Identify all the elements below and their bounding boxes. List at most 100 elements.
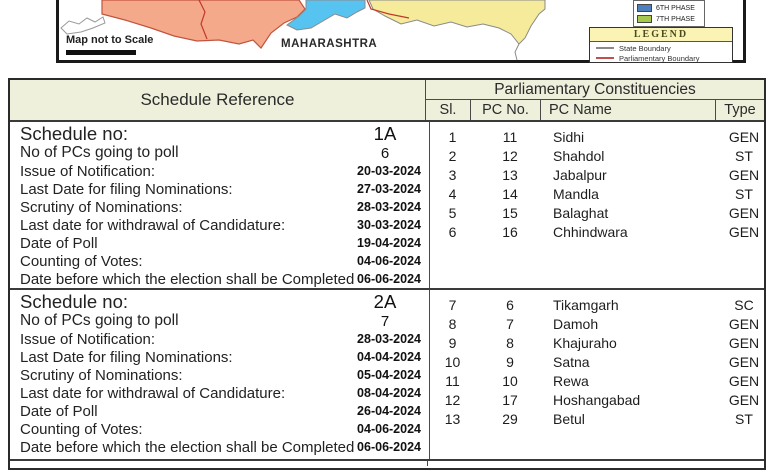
schedule-row-label: No of PCs going to poll: [20, 312, 179, 329]
map-legend-title: LEGEND: [590, 28, 732, 42]
schedule-row-label: Date before which the election shall be …: [20, 438, 355, 456]
map-region-blue: [286, 0, 366, 31]
legend-row: Parliamentary Boundary: [596, 53, 726, 63]
constituency-sl: 3: [448, 166, 457, 183]
schedule-row-value: 2A: [373, 291, 397, 312]
constituency-sl: 13: [444, 410, 461, 427]
schedule-row: Last date for withdrawal of Candidature:…: [10, 216, 429, 234]
phase-key-row: 6TH PHASE: [637, 4, 701, 13]
legend-line-swatch: [596, 57, 614, 59]
schedule-row: Issue of Notification: 20-03-2024: [10, 162, 429, 180]
schedule-row-value: 08-04-2024: [357, 386, 421, 400]
legend-label: State Boundary: [619, 43, 671, 53]
constituencies-header-group: Parliamentary Constituencies Sl. PC No. …: [426, 80, 764, 120]
schedule-row-value: 04-06-2024: [357, 422, 421, 436]
constituency-type: GEN: [728, 334, 760, 351]
constituency-pc-no: 16: [502, 223, 518, 240]
constituency-list-1a: 1 11 Sidhi GEN 2 12 Shahdol ST 3 13 Jaba…: [430, 122, 768, 288]
constituency-pc-no: 12: [502, 147, 518, 164]
constituency-type: GEN: [728, 372, 760, 389]
schedule-row-label: Last date for withdrawal of Candidature:: [20, 216, 286, 234]
constituency-type: GEN: [728, 315, 760, 332]
constituency-sl: 4: [448, 185, 457, 202]
constituency-pc-name: Balaghat: [553, 204, 609, 221]
schedule-row: Last date for withdrawal of Candidature:…: [10, 384, 429, 402]
constituency-type: GEN: [728, 128, 760, 145]
constituency-sl: 10: [444, 353, 461, 370]
constituency-sl: 8: [448, 315, 457, 332]
constituency-sl: 12: [444, 391, 461, 408]
constituency-pc-name: Rewa: [553, 372, 589, 389]
schedule-row-value: 28-03-2024: [357, 200, 421, 214]
schedule-row: Issue of Notification: 28-03-2024: [10, 330, 429, 348]
schedule-row-label: No of PCs going to poll: [20, 144, 179, 161]
schedule-row-value: 1A: [373, 123, 397, 144]
constituency-row: 5 15 Balaghat GEN: [430, 203, 768, 222]
constituency-pc-no: 15: [502, 204, 518, 221]
constituency-pc-name: Chhindwara: [553, 223, 628, 240]
schedule-details-partial: [10, 461, 428, 466]
schedule-row: Scrutiny of Nominations: 05-04-2024: [10, 366, 429, 384]
legend-label: Parliamentary Boundary: [619, 53, 700, 63]
schedule-row-value: 06-06-2024: [357, 440, 421, 454]
map-scale-note: Map not to Scale: [66, 34, 154, 46]
schedule-row: No of PCs going to poll 6: [10, 144, 429, 162]
constituency-pc-name: Shahdol: [553, 147, 605, 164]
schedule-details-2a: Schedule no: 2A No of PCs going to poll …: [10, 290, 430, 459]
constituency-sl: 11: [445, 372, 460, 389]
map-scale-bar: [66, 50, 136, 55]
constituency-pc-name: Sidhi: [553, 128, 585, 145]
neighbor-state-label: MAHARASHTRA: [281, 38, 378, 50]
legend-line-swatch: [596, 47, 614, 49]
phase-color-swatch: [637, 15, 652, 23]
column-header-type: Type: [724, 102, 756, 118]
schedule-row-label: Schedule no:: [20, 291, 129, 312]
constituency-pc-name: Damoh: [553, 315, 599, 332]
constituency-sl: 9: [448, 334, 457, 351]
constituency-type: ST: [735, 147, 753, 164]
constituency-type: GEN: [728, 353, 760, 370]
schedule-row-value: 05-04-2024: [357, 368, 421, 382]
schedule-row-value: 06-06-2024: [357, 272, 421, 286]
constituency-pc-name: Tikamgarh: [553, 296, 619, 313]
schedule-row: Last Date for filing Nominations: 04-04-…: [10, 348, 429, 366]
schedule-row-label: Last date for withdrawal of Candidature:: [20, 384, 286, 402]
schedule-row: Date of Poll 26-04-2024: [10, 402, 429, 420]
map-state-boundary-tail: [514, 43, 520, 60]
constituency-type: GEN: [728, 166, 760, 183]
constituency-pc-name: Betul: [553, 410, 585, 427]
schedule-row-value: 28-03-2024: [357, 332, 421, 346]
schedule-table: Schedule Reference Parliamentary Constit…: [8, 78, 766, 470]
schedule-row-value: 04-04-2024: [357, 350, 421, 364]
schedule-row-value: 04-06-2024: [357, 254, 421, 268]
schedule-row-label: Last Date for filing Nominations:: [20, 180, 233, 198]
schedule-section-1a: Schedule no: 1A No of PCs going to poll …: [10, 122, 764, 290]
map-parl-boundary-2: [366, 0, 410, 19]
constituency-row: 7 6 Tikamgarh SC: [430, 295, 768, 314]
constituency-row: 13 29 Betul ST: [430, 409, 768, 428]
map-region-salmon: [101, 0, 306, 49]
column-header-pc-no: PC No.: [471, 100, 541, 120]
schedule-row-label: Scrutiny of Nominations:: [20, 366, 183, 384]
constituency-type: ST: [735, 410, 753, 427]
constituency-row: 9 8 Khajuraho GEN: [430, 333, 768, 352]
state-map: Map not to Scale MAHARASHTRA 6TH PHASE 7…: [56, 0, 746, 63]
constituency-list-2a: 7 6 Tikamgarh SC 8 7 Damoh GEN 9 8 Khaju…: [430, 290, 768, 459]
constituency-row: 8 7 Damoh GEN: [430, 314, 768, 333]
schedule-row-value: 27-03-2024: [357, 182, 421, 196]
constituency-sl: 5: [448, 204, 457, 221]
schedule-row-value: 20-03-2024: [357, 164, 421, 178]
schedule-section-2a: Schedule no: 2A No of PCs going to poll …: [10, 290, 764, 461]
column-header-sl: Sl.: [426, 100, 471, 120]
schedule-row: Schedule no: 2A: [10, 291, 429, 312]
schedule-row-label: Issue of Notification:: [20, 330, 156, 348]
constituency-pc-name: Mandla: [553, 185, 599, 202]
constituency-row: 11 10 Rewa GEN: [430, 371, 768, 390]
constituency-pc-name: Hoshangabad: [553, 391, 641, 408]
constituency-pc-no: 10: [502, 372, 518, 389]
constituency-pc-no: 13: [502, 166, 518, 183]
constituency-pc-no: 17: [502, 391, 518, 408]
constituency-pc-name: Jabalpur: [553, 166, 607, 183]
schedule-row-label: Schedule no:: [20, 123, 129, 144]
schedule-row-label: Date before which the election shall be …: [20, 270, 355, 288]
